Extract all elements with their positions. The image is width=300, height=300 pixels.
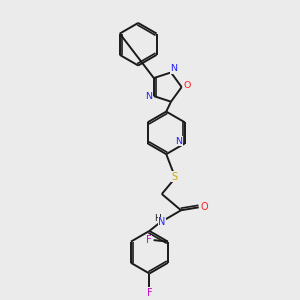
Text: N: N <box>170 64 178 74</box>
Text: F: F <box>146 235 152 245</box>
Text: O: O <box>200 202 208 212</box>
Text: N: N <box>175 136 182 146</box>
Text: S: S <box>172 172 178 182</box>
Text: N: N <box>145 92 152 100</box>
Text: F: F <box>147 288 152 298</box>
Text: H: H <box>154 214 161 223</box>
Text: O: O <box>183 81 190 90</box>
Text: N: N <box>158 217 166 227</box>
